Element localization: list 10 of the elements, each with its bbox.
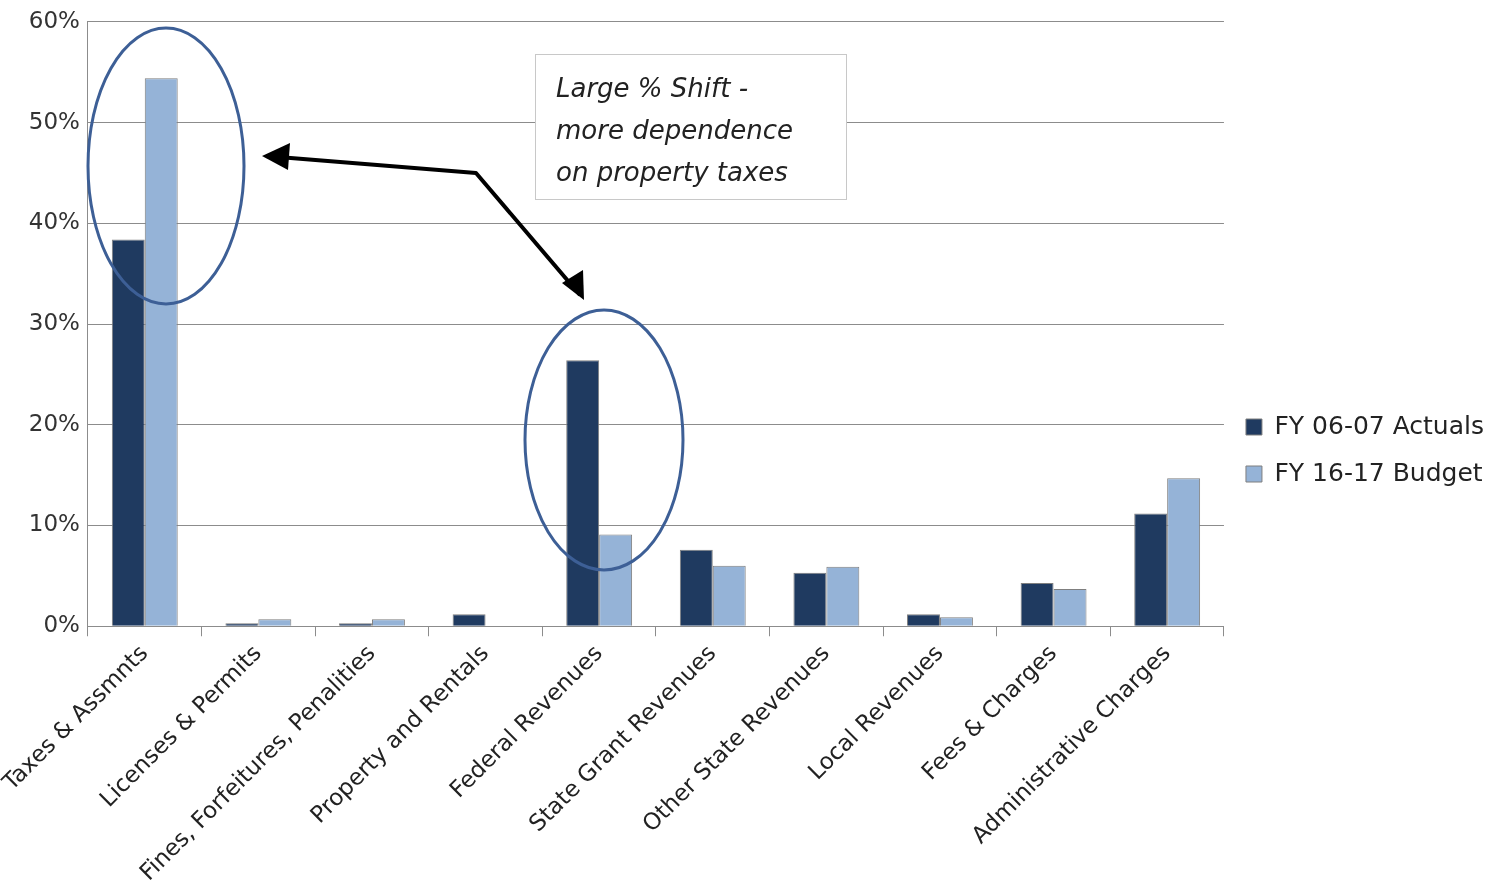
annotation: Large % Shift - more dependence on property taxes (535, 54, 847, 200)
y-tick-label: 10% (28, 510, 80, 537)
y-tick-label: 50% (28, 107, 80, 134)
y-tick-label: 0% (43, 611, 80, 638)
y-tick-label: 60% (28, 6, 80, 33)
y-tick-label: 20% (28, 409, 80, 436)
legend-label: FY 06-07 Actuals (1274, 410, 1485, 440)
legend-label: FY 16-17 Budget (1274, 457, 1483, 487)
y-tick-label: 30% (28, 309, 80, 335)
y-tick-label: 40% (28, 208, 80, 235)
